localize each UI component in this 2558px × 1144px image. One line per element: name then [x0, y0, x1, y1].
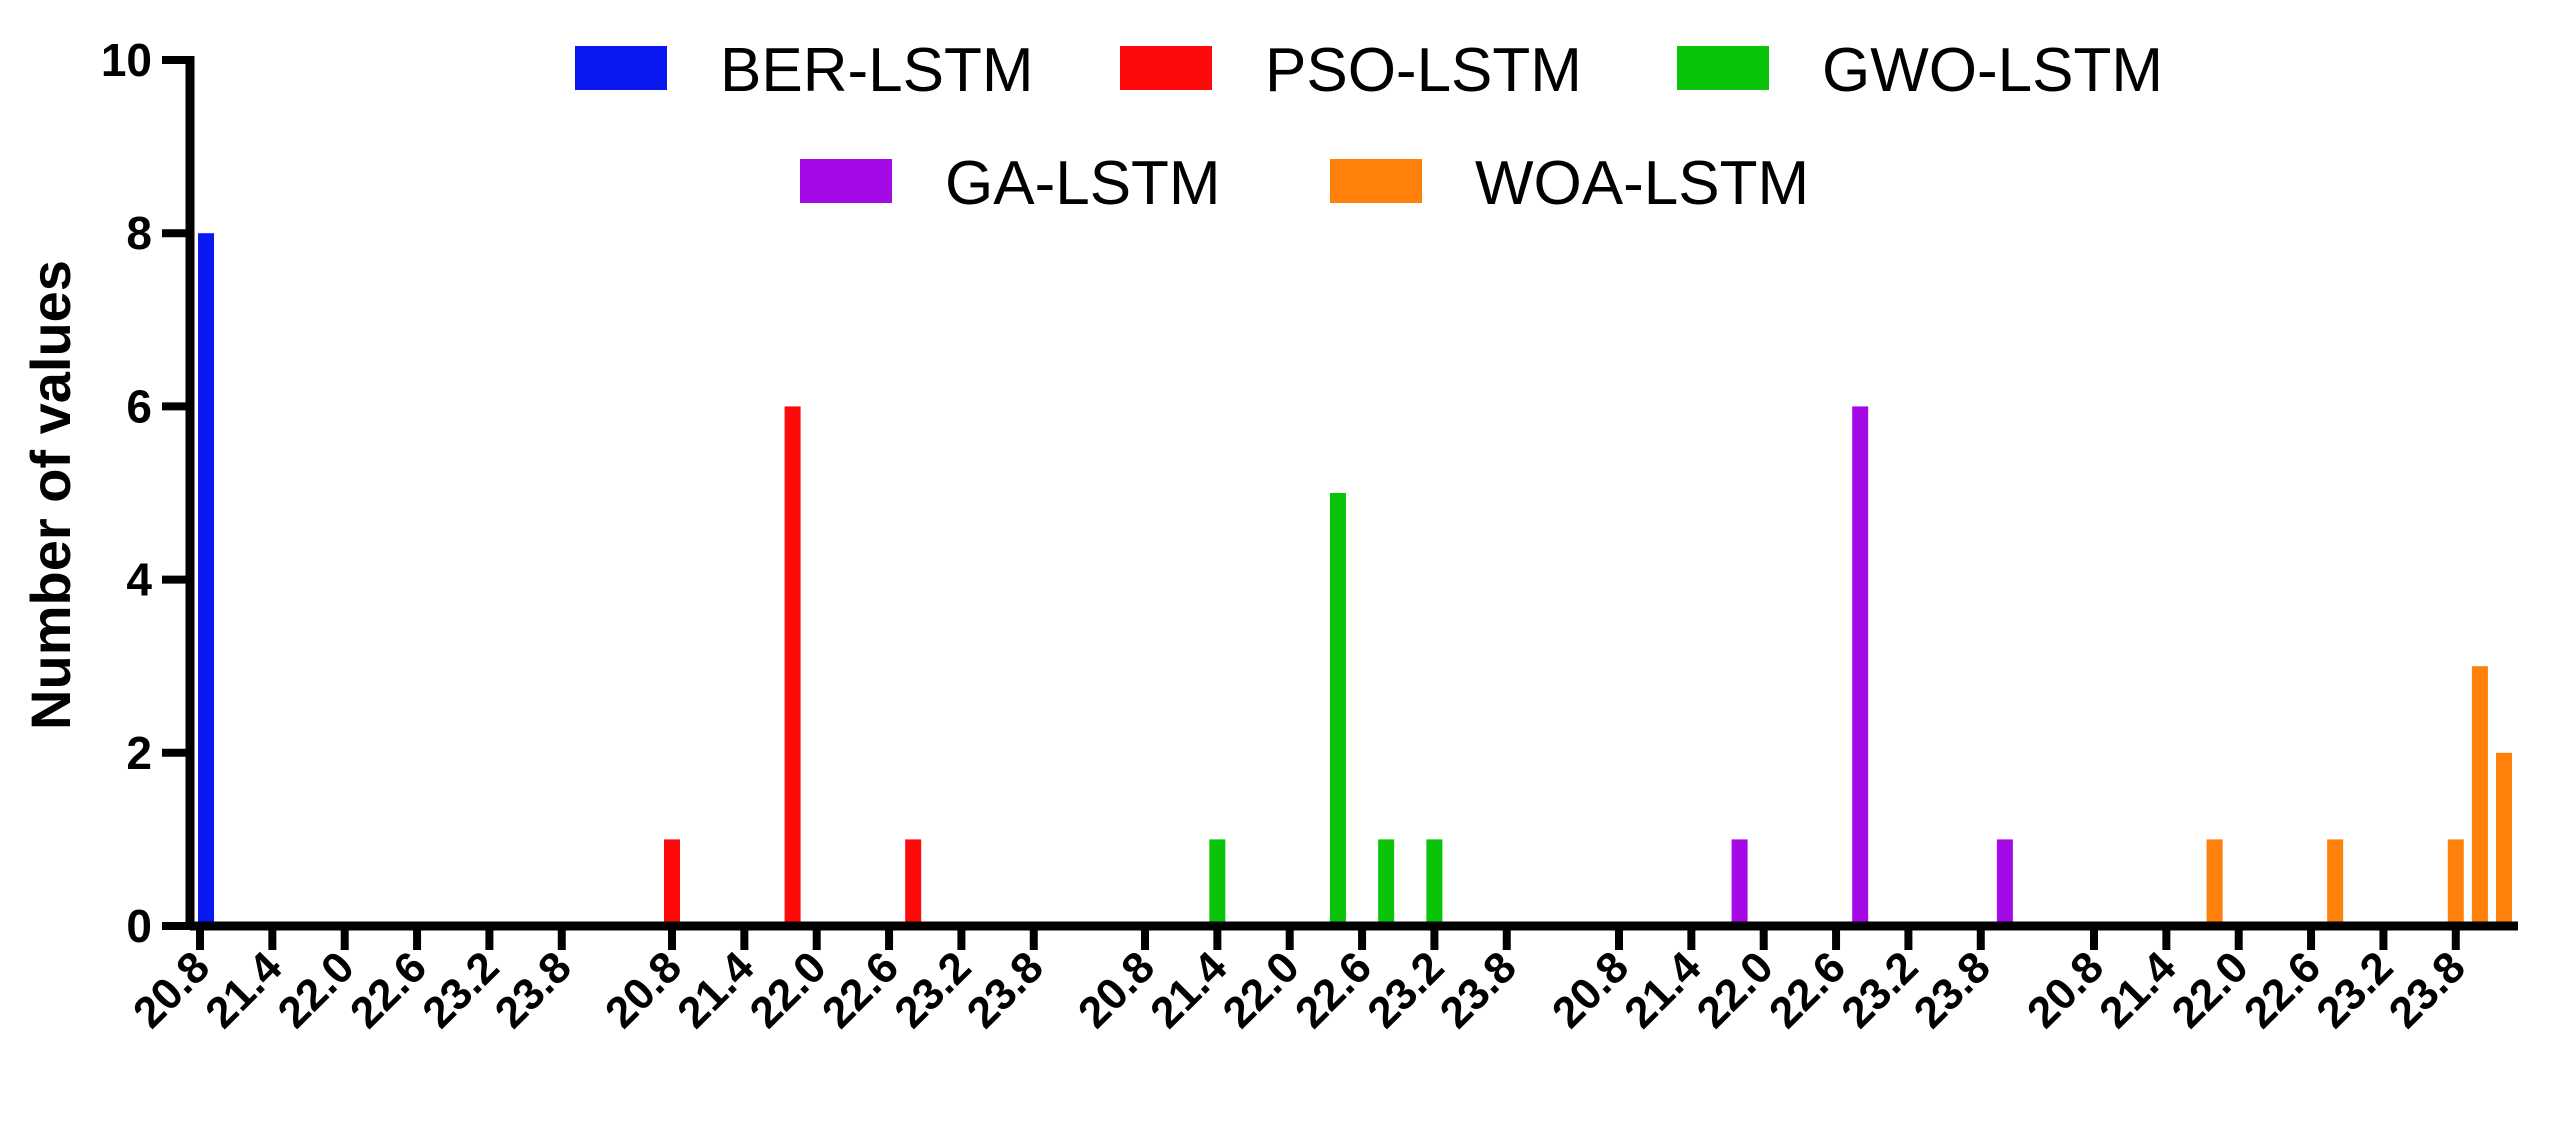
- legend-swatch: [1677, 46, 1769, 90]
- legend-swatch: [575, 46, 667, 90]
- y-axis-title: Number of values: [19, 260, 82, 730]
- y-tick-label: 8: [126, 207, 152, 259]
- legend-label: PSO-LSTM: [1265, 36, 1582, 105]
- legend: BER-LSTM PSO-LSTM GWO-LSTM GA-LSTM WOA-LSTM: [575, 36, 2163, 218]
- bar: [1852, 406, 1869, 926]
- x-tick-label: 23.2: [1832, 942, 1927, 1037]
- x-tick-label: 21.4: [1615, 942, 1711, 1038]
- bars: [198, 233, 2512, 926]
- y-tick-label: 2: [126, 727, 152, 779]
- x-tick-label: 23.2: [413, 942, 508, 1037]
- bar: [905, 839, 922, 926]
- x-tick-label: 23.8: [2380, 942, 2475, 1037]
- x-axis: 20.821.422.022.623.223.8 20.821.422.022.6…: [124, 921, 2518, 1038]
- legend-swatch: [1330, 159, 1422, 203]
- legend-label: WOA-LSTM: [1475, 149, 1809, 218]
- x-tick-label: 23.8: [958, 942, 1053, 1037]
- bar: [664, 839, 680, 926]
- bar: [2496, 752, 2512, 926]
- x-tick-label: 21.4: [196, 942, 292, 1038]
- x-tick-label: 20.8: [596, 942, 691, 1037]
- bar: [784, 406, 801, 926]
- x-tick-label: 23.8: [1905, 942, 2000, 1037]
- x-tick-label: 22.0: [741, 942, 836, 1037]
- legend-swatch: [800, 159, 892, 203]
- bar: [2447, 839, 2464, 926]
- bar: [1996, 839, 2013, 926]
- bar: [2206, 839, 2223, 926]
- x-tick-label: 22.6: [1760, 942, 1855, 1037]
- x-tick-label: 20.8: [124, 942, 219, 1037]
- x-tick-label: 22.0: [2163, 942, 2258, 1037]
- x-tick-label: 22.6: [2235, 942, 2330, 1037]
- legend-swatch: [1120, 46, 1212, 90]
- y-tick-label: 10: [101, 34, 152, 86]
- legend-label: GWO-LSTM: [1822, 36, 2163, 105]
- bar: [1426, 839, 1443, 926]
- x-tick-label: 23.8: [1431, 942, 1526, 1037]
- bar: [1209, 839, 1226, 926]
- x-tick-label: 22.6: [1286, 942, 1381, 1037]
- bar: [2327, 839, 2344, 926]
- x-tick-label: 23.2: [885, 942, 980, 1037]
- x-tick-label: 21.4: [668, 942, 764, 1038]
- bar: [198, 233, 215, 926]
- x-tick-label: 23.2: [2307, 942, 2402, 1037]
- bar: [1378, 839, 1395, 926]
- y-tick-label: 0: [126, 900, 152, 952]
- bar: [1731, 839, 1748, 926]
- x-tick-label: 23.2: [1358, 942, 1453, 1037]
- x-tick-label: 22.0: [1688, 942, 1783, 1037]
- y-axis: 0 2 4 6 8 10: [101, 34, 195, 952]
- x-tick-label: 20.8: [1543, 942, 1638, 1037]
- legend-label: GA-LSTM: [945, 149, 1221, 218]
- bar: [2471, 666, 2488, 926]
- x-tick-label: 21.4: [1141, 942, 1237, 1038]
- x-tick-label: 20.8: [1069, 942, 1164, 1037]
- x-tick-label: 20.8: [2018, 942, 2113, 1037]
- x-tick-label: 23.8: [486, 942, 581, 1037]
- y-tick-label: 6: [126, 380, 152, 432]
- bar: [1329, 493, 1346, 926]
- y-tick-label: 4: [126, 554, 152, 606]
- x-tick-label: 21.4: [2090, 942, 2186, 1038]
- legend-label: BER-LSTM: [720, 36, 1033, 105]
- x-tick-label: 22.6: [341, 942, 436, 1037]
- x-tick-label: 22.0: [1214, 942, 1309, 1037]
- x-tick-label: 22.6: [813, 942, 908, 1037]
- x-tick-label: 22.0: [269, 942, 364, 1037]
